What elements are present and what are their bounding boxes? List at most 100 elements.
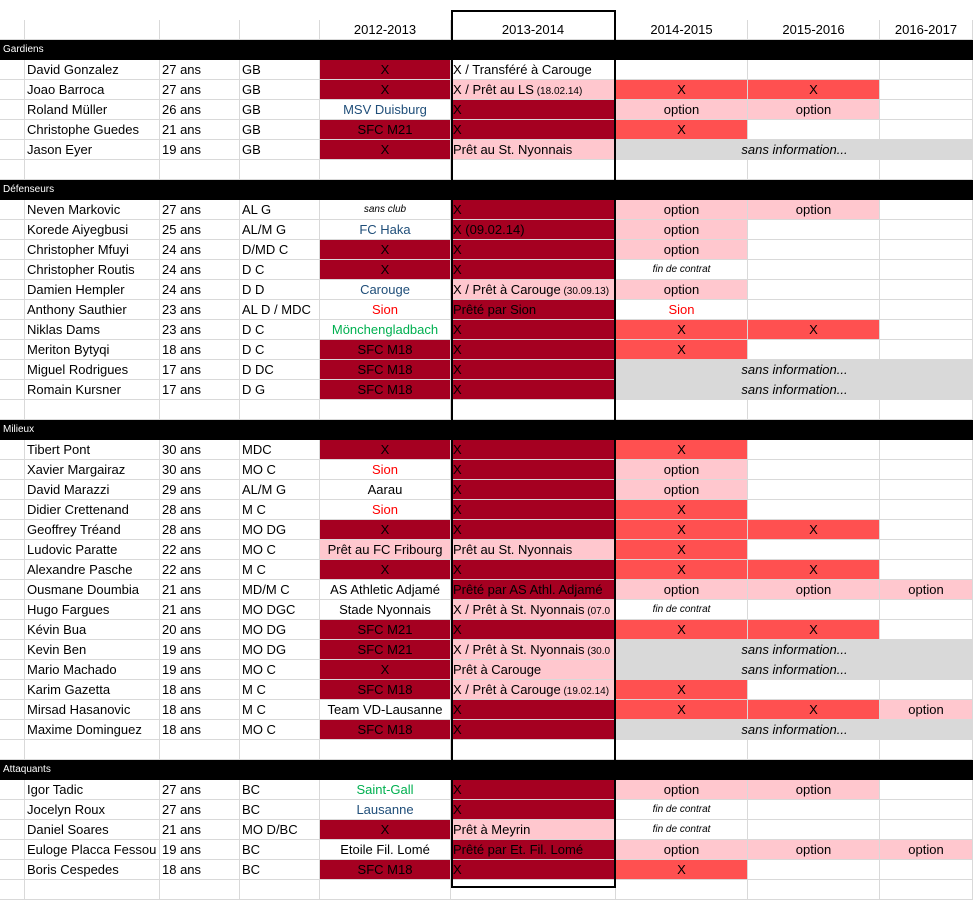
row-gutter-cell[interactable] [0,500,25,520]
season-2015-2016-cell[interactable] [748,680,880,700]
player-age-cell[interactable]: 27 ans [160,60,240,80]
season-2014-2015-cell[interactable]: X [616,500,748,520]
player-age-cell[interactable]: 18 ans [160,700,240,720]
season-2012-2013-cell[interactable]: X [320,440,451,460]
season-2016-2017-cell[interactable] [880,620,973,640]
player-name-cell[interactable]: Jocelyn Roux [25,800,160,820]
player-position-cell[interactable]: BC [240,800,320,820]
empty-cell[interactable] [451,400,616,420]
season-2013-2014-cell[interactable]: X [451,860,616,880]
player-position-cell[interactable]: D D [240,280,320,300]
player-name-cell[interactable]: David Gonzalez [25,60,160,80]
header-cell[interactable]: 2013-2014 [451,20,616,40]
season-2012-2013-cell[interactable]: SFC M18 [320,860,451,880]
player-position-cell[interactable]: GB [240,140,320,160]
player-name-cell[interactable]: Xavier Margairaz [25,460,160,480]
empty-cell[interactable] [25,880,160,900]
empty-cell[interactable] [0,400,25,420]
season-2013-2014-cell[interactable]: X [451,200,616,220]
season-2016-2017-cell[interactable] [880,240,973,260]
season-2013-2014-cell[interactable]: X [451,700,616,720]
row-gutter-cell[interactable] [0,840,25,860]
player-position-cell[interactable]: D C [240,340,320,360]
player-name-cell[interactable]: Geoffrey Tréand [25,520,160,540]
empty-cell[interactable] [160,160,240,180]
header-cell[interactable]: 2014-2015 [616,20,748,40]
season-2014-2015-cell[interactable]: fin de contrat [616,600,748,620]
empty-cell[interactable] [160,400,240,420]
player-age-cell[interactable]: 17 ans [160,380,240,400]
row-gutter-cell[interactable] [0,60,25,80]
season-2016-2017-cell[interactable] [880,500,973,520]
player-position-cell[interactable]: AL D / MDC [240,300,320,320]
row-gutter-cell[interactable] [0,380,25,400]
season-2014-2015-cell[interactable]: X [616,620,748,640]
season-2015-2016-cell[interactable]: option [748,200,880,220]
season-2014-2015-cell[interactable]: X [616,700,748,720]
season-2014-2015-cell[interactable]: option [616,240,748,260]
empty-cell[interactable] [0,740,25,760]
player-name-cell[interactable]: Niklas Dams [25,320,160,340]
player-age-cell[interactable]: 24 ans [160,260,240,280]
player-age-cell[interactable]: 21 ans [160,820,240,840]
player-position-cell[interactable]: M C [240,560,320,580]
season-2013-2014-cell[interactable]: Prêt à Meyrin [451,820,616,840]
player-age-cell[interactable]: 21 ans [160,600,240,620]
row-gutter-cell[interactable] [0,120,25,140]
player-position-cell[interactable]: MD/M C [240,580,320,600]
player-age-cell[interactable]: 19 ans [160,840,240,860]
season-2016-2017-cell[interactable] [880,220,973,240]
season-2012-2013-cell[interactable]: X [320,80,451,100]
player-position-cell[interactable]: D DC [240,360,320,380]
player-age-cell[interactable]: 19 ans [160,140,240,160]
header-cell[interactable]: 2015-2016 [748,20,880,40]
player-position-cell[interactable]: D C [240,320,320,340]
season-2012-2013-cell[interactable]: X [320,140,451,160]
season-2014-2015-cell[interactable] [616,60,748,80]
season-2012-2013-cell[interactable]: Carouge [320,280,451,300]
player-position-cell[interactable]: M C [240,700,320,720]
season-2015-2016-cell[interactable]: option [748,840,880,860]
player-age-cell[interactable]: 23 ans [160,320,240,340]
player-position-cell[interactable]: MO C [240,660,320,680]
season-2012-2013-cell[interactable]: Sion [320,500,451,520]
player-position-cell[interactable]: GB [240,100,320,120]
header-cell[interactable] [240,20,320,40]
season-2015-2016-cell[interactable]: X [748,320,880,340]
player-age-cell[interactable]: 22 ans [160,540,240,560]
season-2015-2016-cell[interactable] [748,820,880,840]
season-2016-2017-cell[interactable] [880,680,973,700]
row-gutter-cell[interactable] [0,280,25,300]
season-2015-2016-cell[interactable] [748,120,880,140]
season-2013-2014-cell[interactable]: X / Prêt au LS (18.02.14) [451,80,616,100]
empty-cell[interactable] [320,400,451,420]
player-name-cell[interactable]: Christophe Guedes [25,120,160,140]
player-position-cell[interactable]: MDC [240,440,320,460]
season-2014-2015-cell[interactable]: X [616,860,748,880]
empty-cell[interactable] [25,740,160,760]
player-age-cell[interactable]: 28 ans [160,500,240,520]
player-name-cell[interactable]: Korede Aiyegbusi [25,220,160,240]
row-gutter-cell[interactable] [0,800,25,820]
season-2013-2014-cell[interactable]: X [451,440,616,460]
season-2012-2013-cell[interactable]: SFC M21 [320,640,451,660]
season-2013-2014-cell[interactable]: X / Prêt à Carouge (30.09.13) [451,280,616,300]
player-position-cell[interactable]: MO C [240,540,320,560]
season-2016-2017-cell[interactable] [880,200,973,220]
row-gutter-cell[interactable] [0,680,25,700]
empty-cell[interactable] [0,880,25,900]
row-gutter-cell[interactable] [0,80,25,100]
player-position-cell[interactable]: MO C [240,460,320,480]
season-2016-2017-cell[interactable] [880,520,973,540]
player-age-cell[interactable]: 18 ans [160,720,240,740]
row-gutter-cell[interactable] [0,300,25,320]
player-position-cell[interactable]: MO D/BC [240,820,320,840]
season-2016-2017-cell[interactable] [880,120,973,140]
row-gutter-cell[interactable] [0,340,25,360]
row-gutter-cell[interactable] [0,700,25,720]
player-age-cell[interactable]: 26 ans [160,100,240,120]
season-2016-2017-cell[interactable] [880,800,973,820]
player-position-cell[interactable]: D/MD C [240,240,320,260]
empty-cell[interactable] [451,740,616,760]
season-2016-2017-cell[interactable]: option [880,580,973,600]
